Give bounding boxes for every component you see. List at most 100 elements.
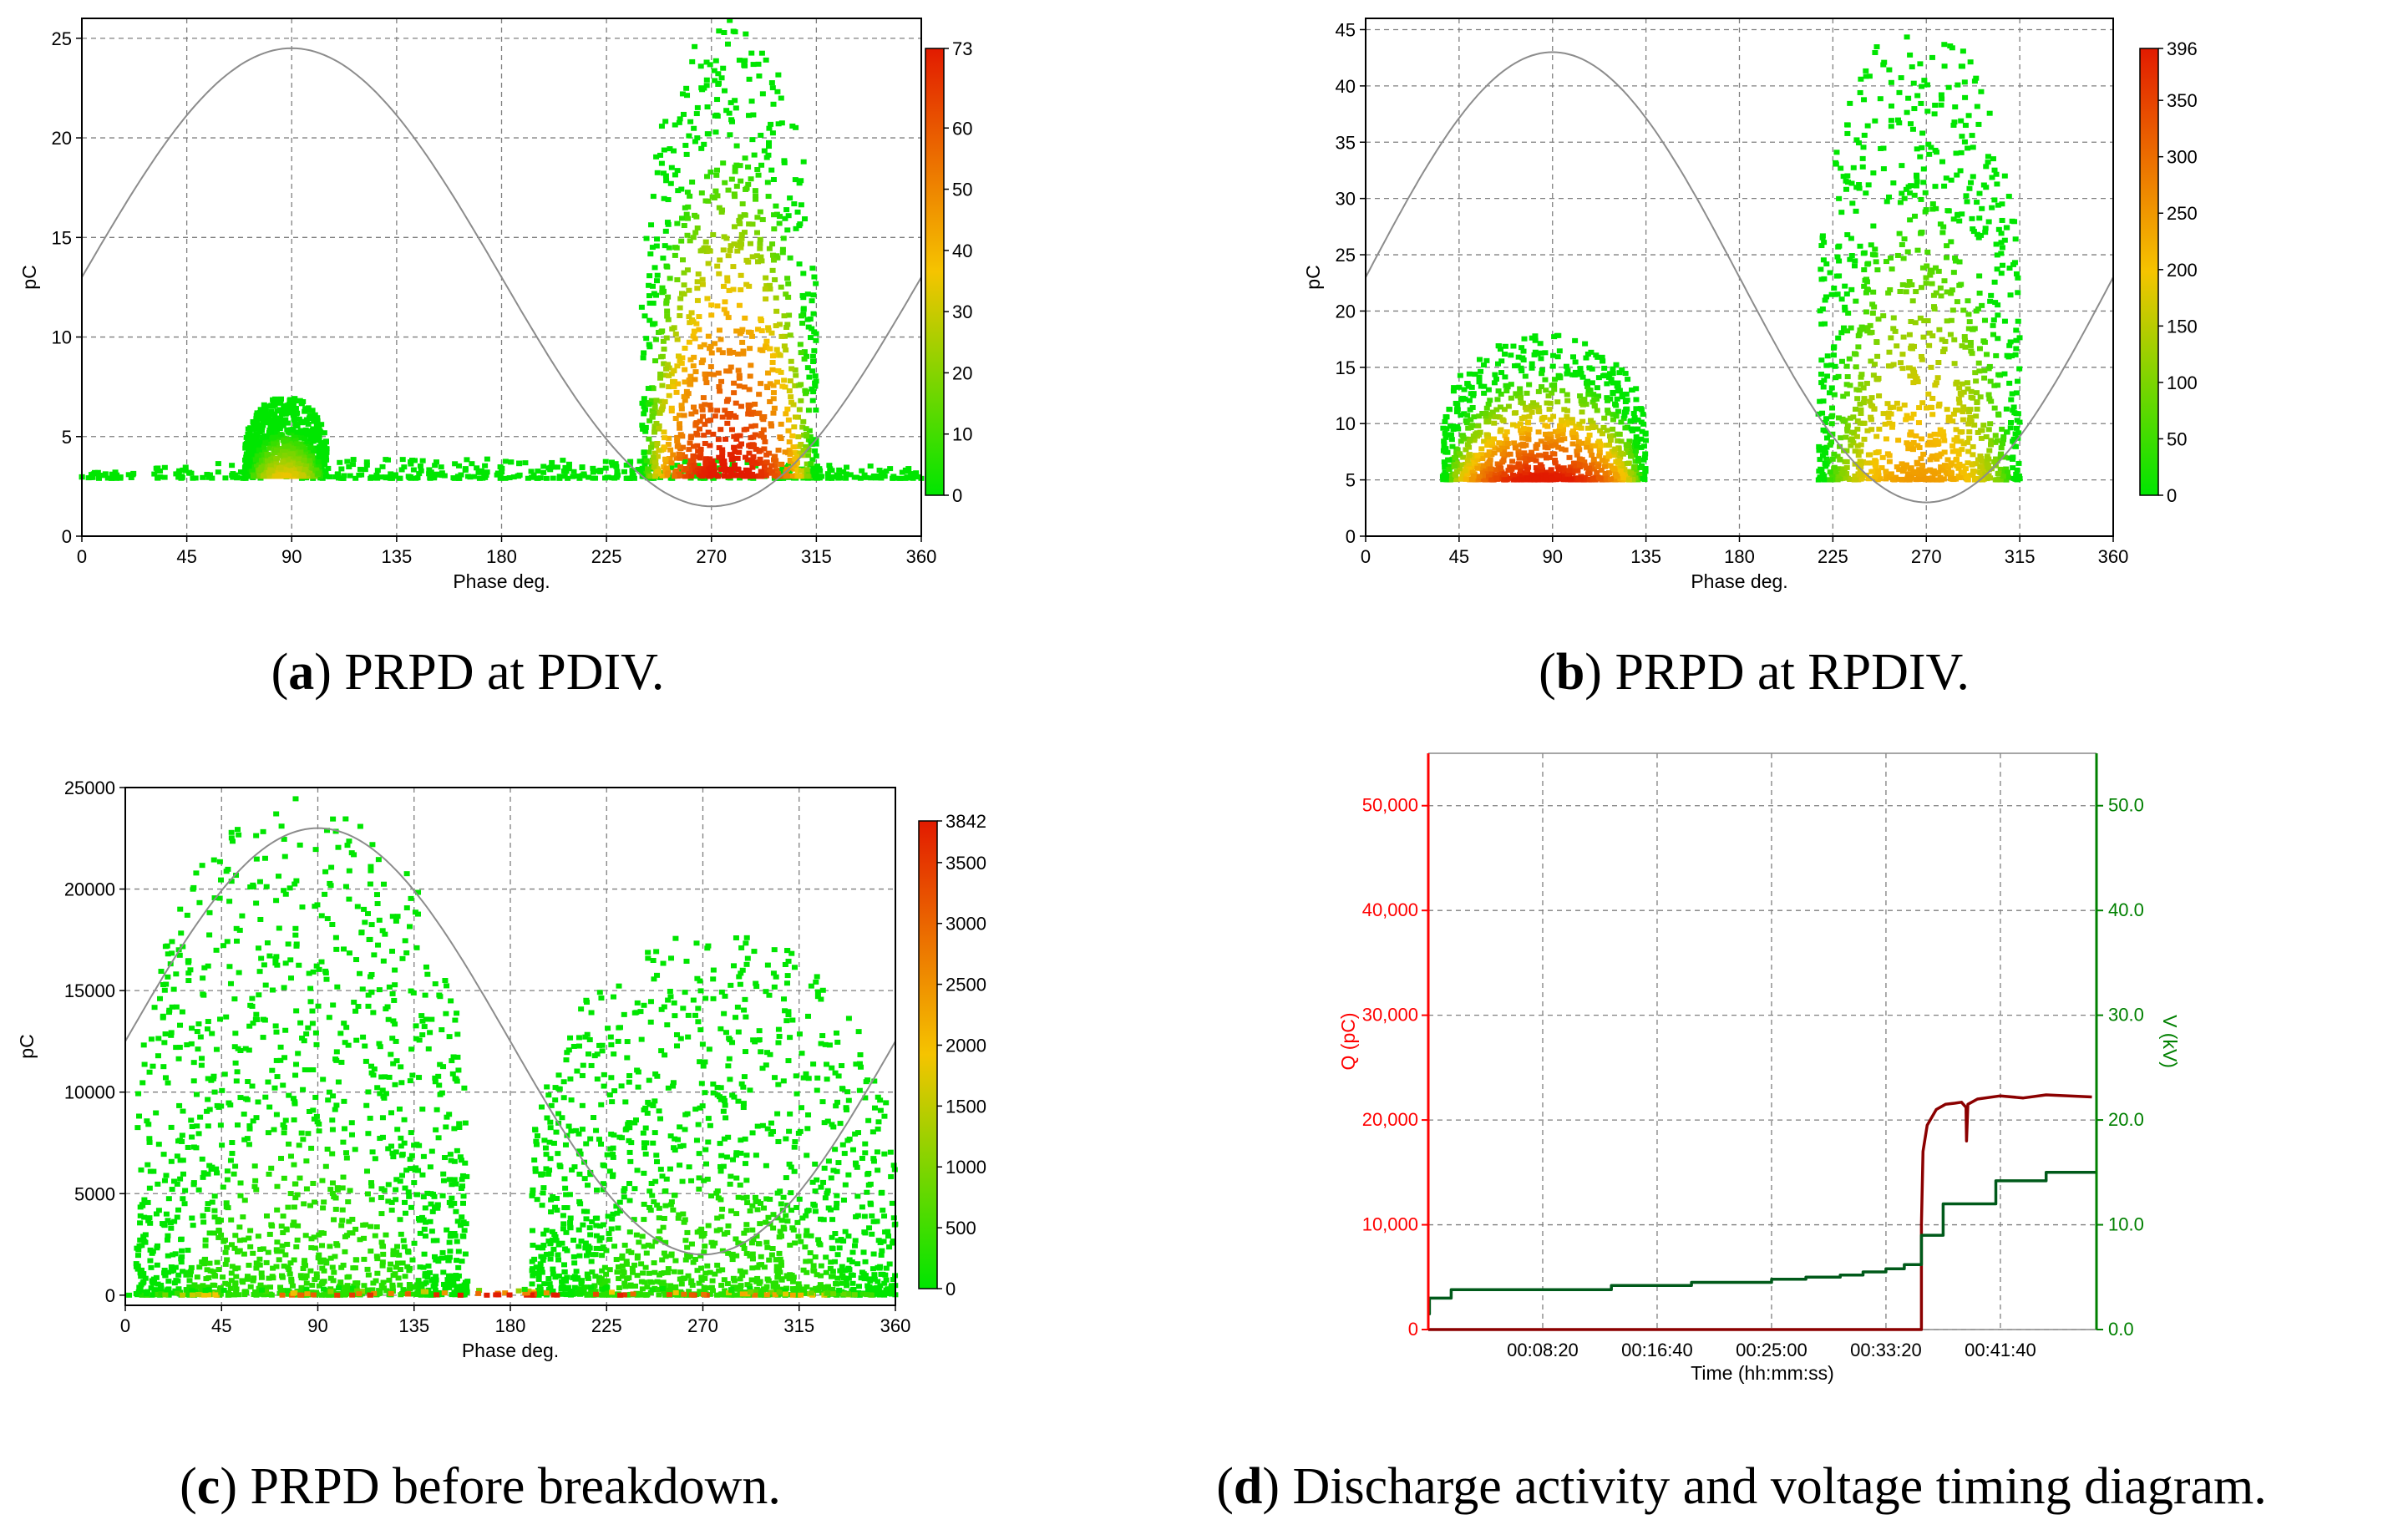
scatter-point [793, 225, 799, 231]
scatter-point [737, 331, 743, 337]
scatter-point [646, 402, 652, 408]
scatter-point [1929, 412, 1936, 418]
scatter-point [913, 470, 920, 476]
scatter-point [1601, 464, 1608, 469]
scatter-point [1620, 392, 1627, 398]
scatter-point [1838, 296, 1845, 302]
scatter-point [314, 437, 321, 443]
scatter-point [1546, 454, 1553, 460]
scatter-point [623, 462, 630, 468]
scatter-point [307, 431, 313, 437]
scatter-point [755, 61, 762, 67]
scatter-point [685, 204, 692, 210]
scatter-point [725, 187, 732, 193]
scatter-point [698, 190, 705, 196]
scatter-point [748, 99, 755, 104]
scatter-point [771, 457, 778, 463]
scatter-point [2000, 434, 2007, 440]
scatter-point [1517, 468, 1524, 474]
scatter-point [418, 468, 424, 474]
scatter-point [1865, 475, 1872, 481]
scatter-point [1827, 270, 1833, 276]
scatter-point [2006, 342, 2013, 348]
scatter-point [785, 417, 792, 423]
scatter-point [273, 460, 280, 466]
scatter-point [1907, 373, 1914, 379]
scatter-point [682, 379, 688, 385]
scatter-point [737, 475, 743, 481]
scatter-point [602, 458, 609, 464]
scatter-point [809, 457, 816, 463]
scatter-point [1941, 463, 1948, 469]
scatter-point [1822, 428, 1828, 434]
scatter-point [1897, 200, 1904, 205]
scatter-point [1863, 309, 1869, 315]
scatter-point [1524, 467, 1531, 473]
scatter-point [1621, 467, 1628, 473]
scatter-point [686, 339, 692, 345]
scatter-point [794, 467, 801, 473]
scatter-point [2013, 337, 2020, 343]
scatter-point [1933, 265, 1939, 271]
scatter-point [693, 321, 700, 327]
scatter-point [1941, 278, 1948, 284]
scatter-point [1620, 475, 1627, 481]
scatter-point [673, 245, 680, 251]
scatter-point [769, 130, 776, 136]
scatter-point [1929, 54, 1935, 60]
scatter-point [1967, 407, 1974, 413]
scatter-point [707, 407, 714, 413]
scatter-point [1907, 217, 1914, 223]
scatter-point [109, 471, 115, 477]
scatter-point [1971, 79, 1978, 84]
scatter-point [720, 65, 727, 71]
scatter-point [1843, 391, 1850, 397]
scatter-point [296, 456, 302, 462]
scatter-point [1610, 366, 1616, 372]
scatter-point [563, 469, 570, 474]
scatter-point [1577, 477, 1584, 483]
scatter-point [1557, 423, 1564, 429]
scatter-point [474, 465, 480, 471]
scatter-point [1929, 206, 1936, 212]
scatter-point [1631, 418, 1638, 423]
scatter-point [812, 373, 819, 379]
scatter-point [1960, 464, 1966, 469]
scatter-point [646, 418, 653, 423]
scatter-point [1988, 438, 1995, 443]
scatter-point [96, 473, 103, 479]
scatter-point [750, 112, 757, 118]
scatter-point [1518, 395, 1524, 401]
scatter-point [1922, 476, 1929, 482]
panel-a: 0 45 90 135 180 225 270 315 360 0 5 10 15 20 25 Phase d… [0, 0, 972, 618]
scatter-point [1555, 467, 1562, 473]
scatter-point [667, 276, 673, 281]
scatter-point [1818, 380, 1825, 386]
scatter-point [1959, 447, 1965, 453]
scatter-point [1844, 130, 1851, 136]
scatter-point [1446, 457, 1453, 463]
scatter-point [1526, 427, 1533, 433]
scatter-point [1596, 438, 1603, 444]
scatter-point [790, 463, 797, 469]
scatter-point [809, 298, 815, 304]
scatter-point [807, 434, 814, 440]
scatter-point [728, 427, 735, 433]
scatter-point [696, 314, 702, 320]
scatter-point [684, 232, 691, 238]
scatter-point [1584, 425, 1591, 431]
scatter-point [1579, 374, 1586, 380]
scatter-point [2015, 275, 2021, 281]
scatter-point [694, 297, 701, 303]
scatter-point [1960, 307, 1967, 313]
scatter-point [732, 29, 738, 35]
scatter-point [1931, 306, 1938, 312]
scatter-point [1981, 465, 1988, 471]
scatter-point [752, 188, 758, 194]
scatter-point [1873, 433, 1880, 439]
scatter-point [668, 165, 675, 170]
scatter-point [543, 475, 550, 481]
scatter-point [357, 466, 363, 472]
scatter-point [691, 463, 697, 469]
scatter-point [1522, 429, 1529, 435]
